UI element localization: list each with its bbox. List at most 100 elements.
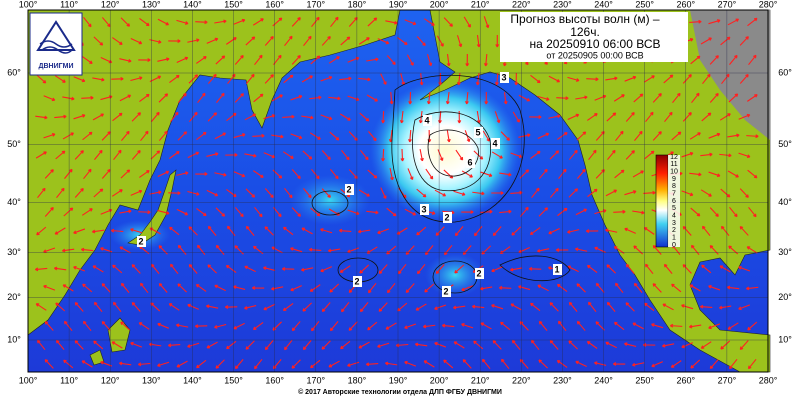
lon-label: 190° bbox=[389, 375, 408, 385]
wave-arrow bbox=[728, 93, 739, 103]
wave-arrow bbox=[613, 246, 625, 254]
wave-arrow bbox=[215, 207, 226, 217]
wave-arrow bbox=[113, 149, 122, 161]
wave-arrow bbox=[588, 149, 597, 161]
wave-arrow bbox=[746, 246, 758, 254]
wave-arrow bbox=[54, 114, 67, 119]
wave-arrow bbox=[340, 36, 351, 46]
wave-arrow bbox=[672, 92, 681, 104]
wave-arrow bbox=[727, 170, 739, 178]
wave-arrow bbox=[64, 168, 73, 179]
wave-arrow bbox=[681, 152, 694, 158]
wave-arrow bbox=[465, 91, 469, 105]
lat-label: 10° bbox=[7, 334, 21, 344]
wave-arrow bbox=[196, 359, 207, 369]
title-line: на 20250910 06:00 ВСВ bbox=[530, 37, 661, 51]
lon-label: 100° bbox=[19, 0, 38, 9]
wave-arrow bbox=[74, 188, 84, 198]
wave-arrow bbox=[538, 207, 549, 217]
wave-arrow bbox=[216, 92, 225, 103]
wave-arrow bbox=[264, 35, 274, 46]
wave-arrow bbox=[34, 267, 48, 272]
contour-label: 4 bbox=[492, 138, 497, 148]
contour-label-bg bbox=[423, 115, 432, 126]
wave-arrow bbox=[264, 340, 274, 351]
wave-arrow bbox=[44, 321, 54, 331]
wave-arrow bbox=[381, 110, 385, 124]
wave-arrow bbox=[461, 210, 474, 214]
wave-arrow bbox=[93, 188, 104, 198]
wave-arrow bbox=[690, 359, 701, 369]
wave-arrow bbox=[101, 283, 111, 293]
wave-arrow bbox=[272, 17, 283, 27]
wave-arrow bbox=[386, 55, 396, 66]
wave-arrow bbox=[453, 190, 466, 196]
wave-arrow bbox=[518, 94, 531, 102]
wave-arrow bbox=[176, 19, 189, 25]
wave-arrow bbox=[568, 301, 578, 312]
wave-arrow bbox=[358, 189, 370, 197]
wave-arrow bbox=[682, 74, 692, 84]
wave-arrow bbox=[119, 209, 132, 214]
colorbar-label: 6 bbox=[672, 198, 676, 205]
lat-label: 20° bbox=[7, 292, 21, 302]
wave-arrow bbox=[567, 229, 580, 234]
wave-arrow bbox=[625, 263, 635, 274]
wave-arrow bbox=[624, 227, 636, 234]
wave-arrow bbox=[519, 206, 529, 217]
wave-arrow bbox=[365, 362, 379, 367]
wave-arrow bbox=[531, 187, 540, 199]
wave-arrow bbox=[320, 266, 332, 273]
contour-label-bg bbox=[475, 268, 484, 279]
wave-arrow bbox=[399, 110, 404, 124]
wave-arrow bbox=[188, 226, 198, 236]
wave-arrow bbox=[510, 190, 523, 195]
wave-arrow bbox=[634, 130, 643, 142]
wave-arrow bbox=[284, 35, 293, 47]
wave-arrow bbox=[309, 132, 321, 140]
copyright: © 2017 Авторские технологии отдела ДЛП Ф… bbox=[298, 388, 502, 396]
wave-arrow bbox=[605, 189, 618, 197]
wave-arrow bbox=[480, 209, 493, 214]
lat-label: 50° bbox=[778, 139, 792, 149]
wave-arrow bbox=[575, 208, 588, 216]
lon-label: 200° bbox=[430, 0, 449, 9]
lon-label: 120° bbox=[101, 375, 120, 385]
wave-arrow bbox=[138, 322, 150, 330]
wave-arrow bbox=[168, 39, 181, 43]
wave-arrow bbox=[416, 188, 427, 198]
wave-field bbox=[290, 175, 370, 225]
wave-arrow bbox=[244, 265, 256, 273]
wave-arrow bbox=[194, 324, 208, 329]
wave-arrow bbox=[568, 149, 578, 160]
wave-arrow bbox=[233, 322, 245, 330]
wave-arrow bbox=[74, 340, 84, 350]
wave-arrow bbox=[149, 75, 162, 83]
wave-arrow bbox=[340, 301, 350, 313]
wave-arrow bbox=[453, 341, 465, 349]
wave-arrow bbox=[748, 54, 757, 66]
lat-label: 20° bbox=[778, 292, 792, 302]
wave-arrow bbox=[36, 339, 46, 351]
lon-label: 100° bbox=[19, 375, 38, 385]
wave-arrow bbox=[301, 75, 313, 83]
lon-label: 200° bbox=[430, 375, 449, 385]
wave-arrow bbox=[360, 149, 369, 161]
contour-label: 2 bbox=[443, 286, 448, 296]
wave-arrow bbox=[359, 112, 370, 122]
wave-arrow bbox=[368, 130, 377, 142]
wave-arrow bbox=[456, 35, 463, 48]
wave-arrow bbox=[701, 225, 711, 237]
wave-arrow bbox=[408, 129, 412, 143]
wave-arrow bbox=[625, 150, 635, 160]
wave-arrow bbox=[548, 227, 560, 235]
lat-label: 40° bbox=[778, 197, 792, 207]
wave-arrow bbox=[701, 264, 712, 274]
wave-arrow bbox=[441, 323, 455, 328]
lon-label: 270° bbox=[718, 0, 737, 9]
wave-arrow bbox=[119, 246, 131, 254]
wave-arrow bbox=[112, 112, 123, 122]
wave-arrow bbox=[652, 283, 662, 293]
wave-arrow bbox=[120, 321, 131, 331]
wave-arrow bbox=[615, 130, 624, 142]
